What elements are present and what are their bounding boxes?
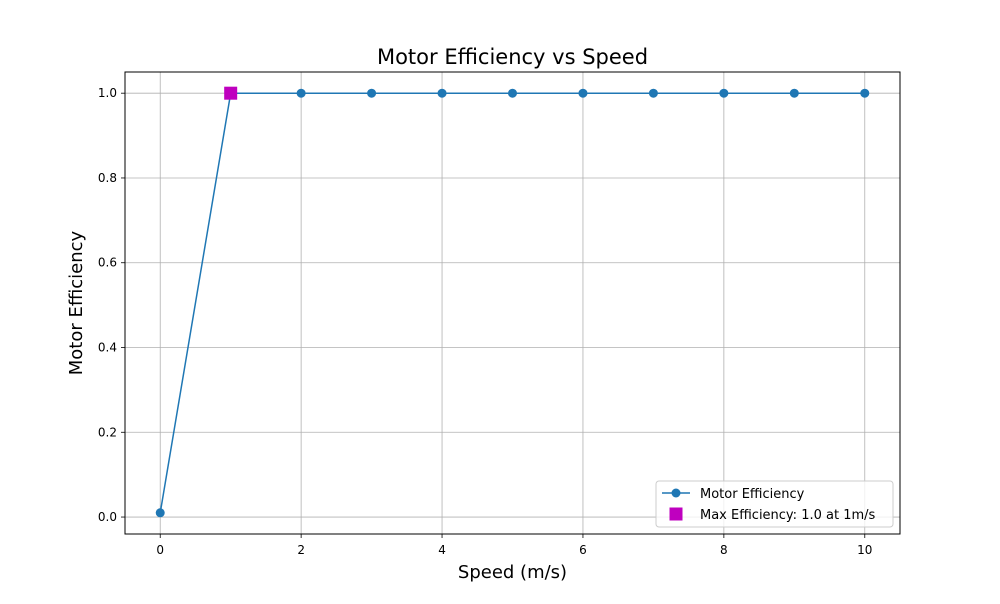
- legend-label-max-efficiency: Max Efficiency: 1.0 at 1m/s: [700, 508, 876, 523]
- legend-label-motor-efficiency: Motor Efficiency: [700, 487, 805, 502]
- y-axis-title: Motor Efficiency: [66, 230, 87, 375]
- legend-marker-motor-efficiency: [671, 488, 681, 498]
- data-point: [508, 88, 517, 98]
- legend: Motor Efficiency Max Efficiency: 1.0 at …: [655, 480, 894, 528]
- data-point: [155, 508, 165, 518]
- y-tick-label: 0.0: [98, 510, 117, 524]
- chart-title: Motor Efficiency vs Speed: [377, 45, 648, 69]
- max-efficiency-marker: [224, 86, 238, 100]
- data-point: [719, 88, 729, 98]
- data-point: [437, 88, 447, 98]
- y-tick-label: 1.0: [98, 86, 117, 100]
- legend-box: [655, 480, 894, 528]
- y-tick-label: 0.4: [98, 341, 117, 355]
- plot-frame: [124, 71, 901, 535]
- data-point: [296, 88, 306, 98]
- legend-marker-max-efficiency: [669, 507, 683, 521]
- x-axis-title: Speed (m/s): [458, 562, 567, 583]
- x-tick-label: 4: [438, 543, 446, 557]
- x-tick-label: 6: [579, 543, 587, 557]
- data-point: [367, 88, 377, 98]
- data-point: [789, 88, 799, 98]
- data-point: [578, 88, 588, 98]
- data-point: [860, 88, 870, 98]
- y-tick-label: 0.2: [98, 425, 117, 439]
- x-tick-label: 8: [720, 543, 728, 557]
- data-point: [648, 88, 658, 98]
- x-tick-label: 0: [156, 543, 164, 557]
- x-tick-label: 2: [297, 543, 305, 557]
- plot-series: [155, 86, 870, 518]
- y-tick-label: 0.8: [98, 171, 117, 185]
- axis-ticks: 0 2 4 6 8 10 0.0 0.2 0.4 0.6 0.8 1.0: [98, 86, 873, 557]
- y-tick-label: 0.6: [98, 256, 117, 270]
- x-tick-label: 10: [857, 543, 872, 557]
